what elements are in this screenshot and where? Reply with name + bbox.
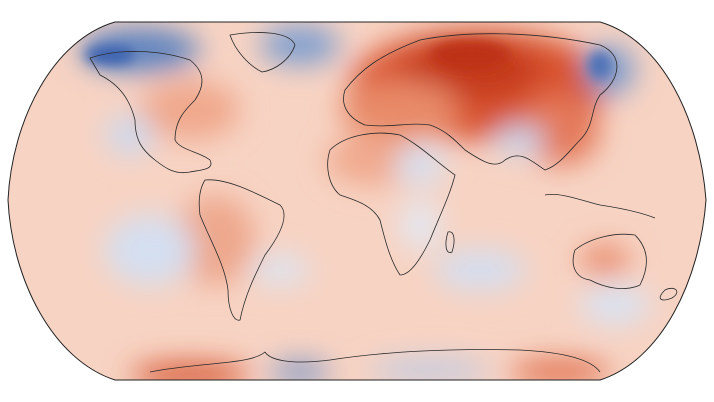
coastlines: [89, 32, 678, 373]
map-border: [7, 21, 707, 381]
